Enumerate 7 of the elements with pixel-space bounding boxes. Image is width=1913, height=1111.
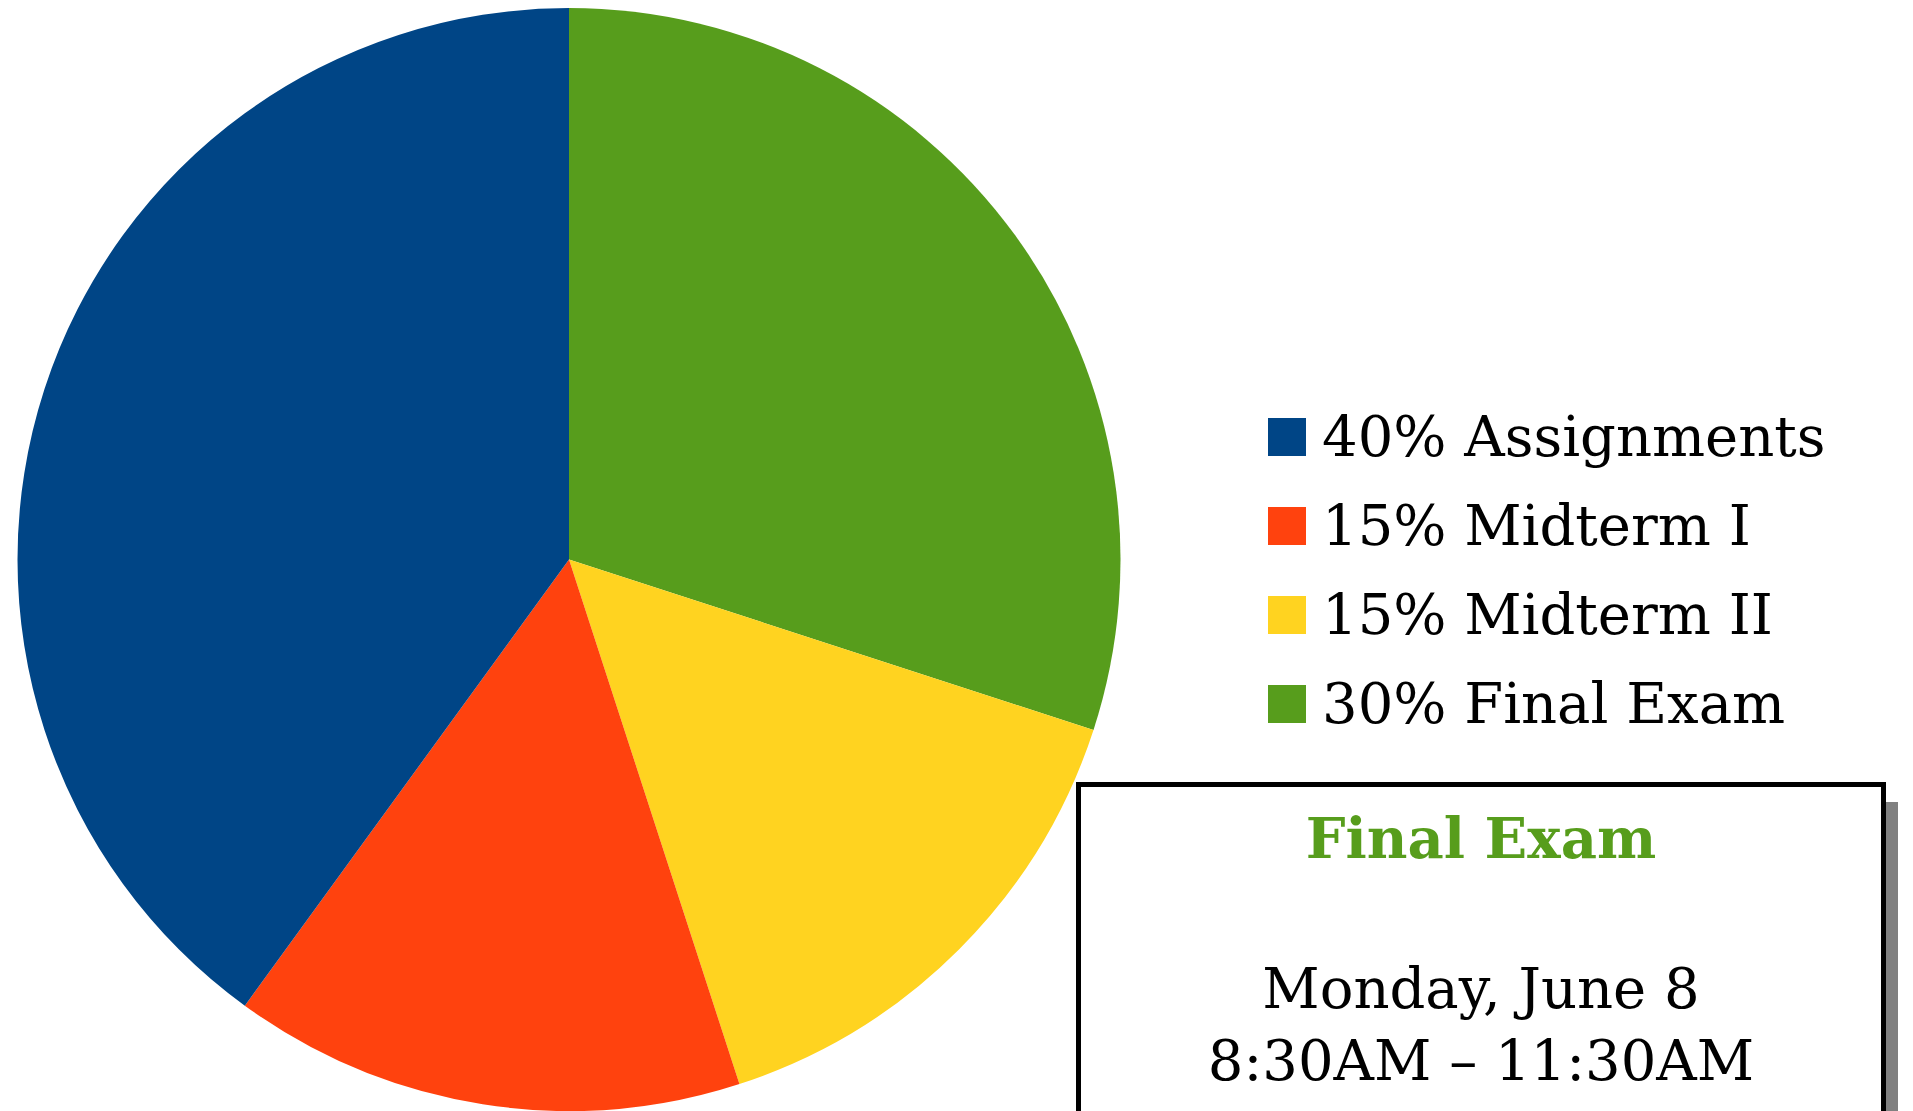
legend-label: 40% Assignments — [1322, 403, 1826, 471]
legend-label: 30% Final Exam — [1322, 670, 1786, 738]
legend-label: 15% Midterm I — [1322, 492, 1751, 560]
text: 8:30AM – 11:30AM — [1206, 1027, 1756, 1095]
text: Final Exam — [1304, 805, 1658, 871]
text: Monday, June 8 — [1261, 955, 1701, 1023]
legend-label: 15% Midterm II — [1322, 581, 1773, 649]
